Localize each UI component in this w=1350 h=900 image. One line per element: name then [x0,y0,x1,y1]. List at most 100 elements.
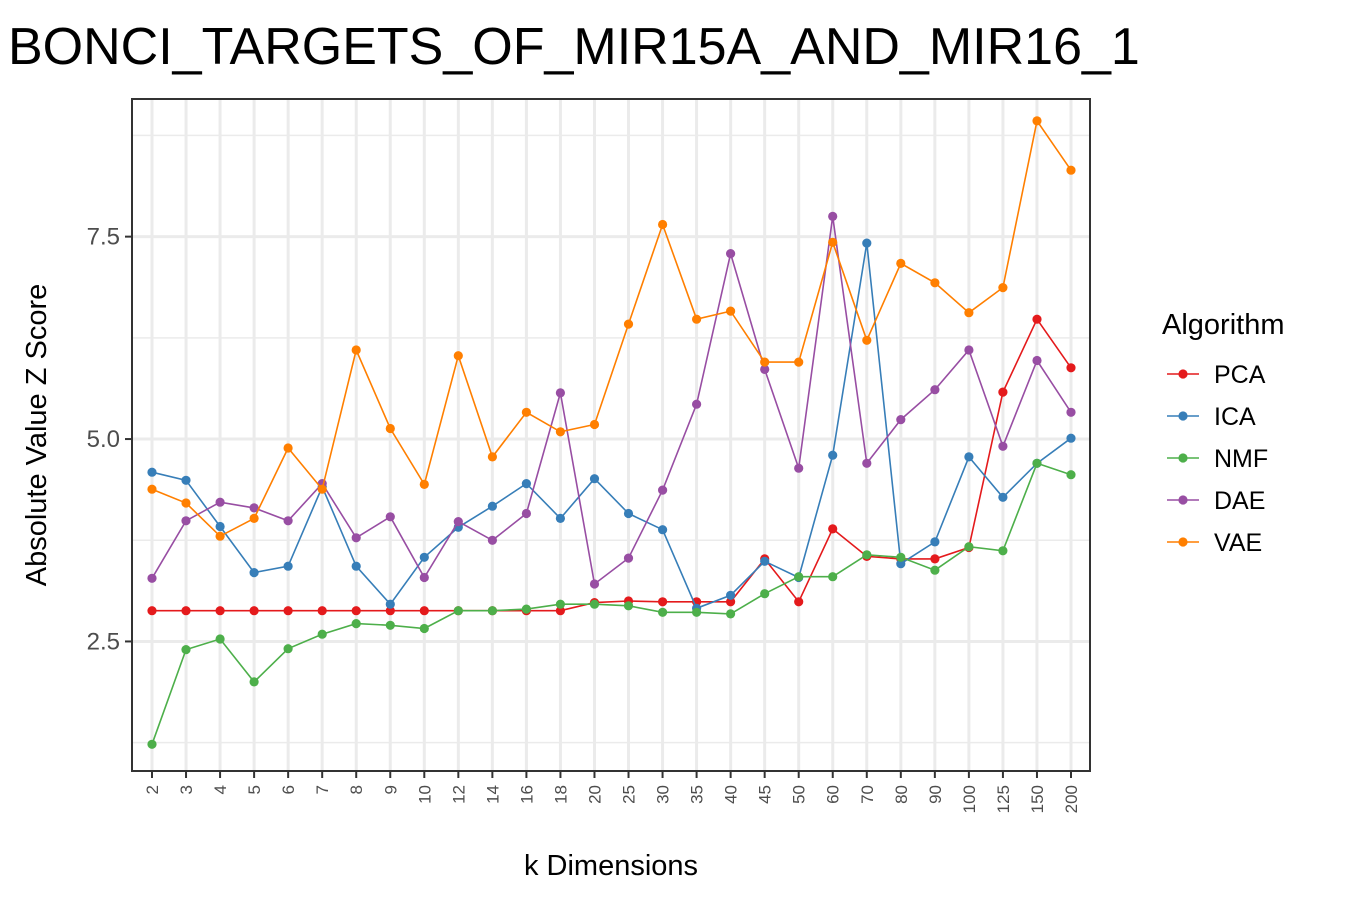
data-point [726,306,736,316]
y-tick-label: 7.5 [87,224,120,251]
data-point [692,607,702,617]
x-tick-label: 200 [1062,785,1081,813]
data-point [215,531,225,541]
x-tick-label: 10 [415,785,434,804]
data-point [998,546,1008,556]
data-point [283,443,293,453]
x-tick-label: 60 [824,785,843,804]
series-line-nmf [151,462,1072,745]
series-lines [147,116,1076,749]
data-point [760,556,770,566]
data-point [658,607,668,617]
data-point [147,467,157,477]
data-point [521,604,532,614]
legend-marker [1178,495,1188,505]
legend-label: DAE [1214,487,1265,515]
data-point [998,283,1008,293]
data-point [623,508,634,519]
series-line-vae [151,118,1072,538]
x-tick-label: 40 [722,785,741,804]
data-point [249,513,259,524]
data-point [249,503,259,513]
data-point [419,479,429,489]
data-point [181,606,191,616]
y-tick-label: 5.0 [87,426,120,453]
data-point [419,606,429,616]
data-point [147,484,157,494]
data-point [964,345,974,355]
x-tick-label: 4 [211,785,230,794]
data-point [760,357,770,367]
data-point [726,249,736,259]
data-point [1032,458,1042,468]
data-point [1066,433,1076,443]
x-axis: 2 3 4 5 6 7 8 9 10 12 14 16 18 20 25 30 35 40 45 50 60 70 80 90… [143,771,1081,813]
legend-item-nmf: NMF [1167,445,1268,473]
data-point [1032,314,1042,324]
data-point [998,441,1008,451]
data-point [351,345,361,355]
data-point [589,599,600,609]
data-point [453,351,463,361]
x-tick-label: 35 [688,785,707,804]
data-point [930,554,940,564]
data-point [726,590,736,600]
data-point [964,452,974,462]
data-point [249,568,259,578]
data-point [658,597,668,607]
data-point [794,463,804,473]
data-point [385,606,395,616]
data-point [862,238,872,248]
chart-title: BONCI_TARGETS_OF_MIR15A_AND_MIR16_1 [8,18,1140,76]
data-point [215,497,225,507]
series-vae [147,116,1076,541]
data-point [283,561,293,571]
data-point [896,552,906,562]
data-point [521,407,532,417]
series-nmf [147,458,1076,749]
data-point [521,508,532,519]
data-point [896,258,906,268]
x-tick-label: 20 [585,785,604,804]
data-point [351,533,361,543]
data-point [726,609,736,619]
legend-title: Algorithm [1162,309,1285,341]
legend-label: ICA [1214,403,1256,431]
data-point [181,645,191,655]
data-point [555,427,566,437]
data-point [249,677,259,687]
data-point [658,219,668,230]
data-point [317,484,327,494]
x-tick-label: 50 [790,785,809,804]
legend-item-ica: ICA [1167,403,1256,431]
legend-marker [1178,453,1188,463]
data-point [487,452,497,462]
x-tick-label: 6 [279,785,298,794]
data-point [487,535,497,545]
data-point [249,606,259,616]
x-axis-title: k Dimensions [524,850,698,882]
data-point [828,572,838,582]
x-tick-label: 3 [177,785,196,794]
x-tick-label: 8 [347,785,366,794]
x-tick-label: 14 [483,785,502,804]
data-point [623,319,634,329]
data-point [385,423,395,434]
data-point [1066,165,1076,175]
data-point [1032,355,1042,366]
data-point [930,537,940,547]
series-dae [147,211,1076,589]
x-tick-label: 18 [551,785,570,804]
data-point [930,565,940,575]
data-point [453,606,463,616]
data-point [215,634,225,644]
data-point [828,237,838,247]
x-tick-label: 45 [756,785,775,804]
legend-label: PCA [1214,361,1266,389]
data-point [964,308,974,318]
data-point [1066,470,1076,480]
x-tick-label: 70 [858,785,877,804]
data-point [283,644,293,654]
legend-label: NMF [1214,445,1268,473]
data-point [215,521,225,532]
